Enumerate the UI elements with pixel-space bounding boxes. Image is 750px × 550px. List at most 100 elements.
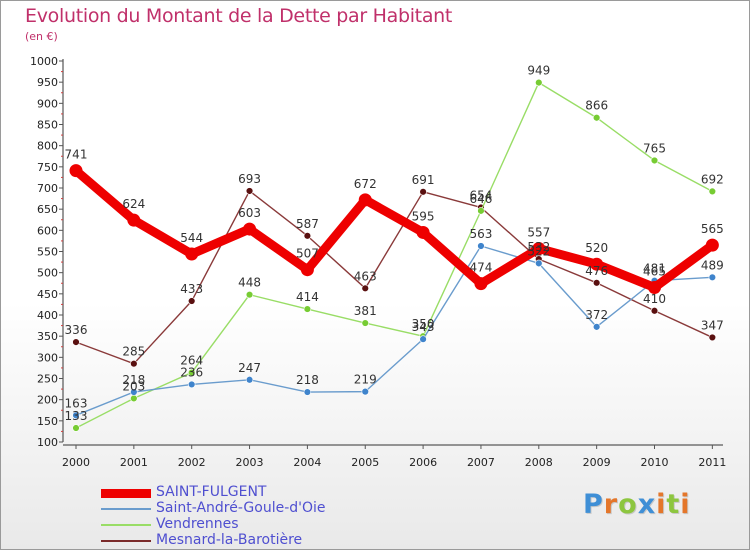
y-tick-label: 350	[37, 330, 58, 343]
y-tick-label: 400	[37, 309, 58, 322]
data-point-mesnard-la-baroti-re	[361, 284, 369, 293]
axes: 100 150 200 250 300 350 400 450 500 550 600 650 700 7…	[30, 55, 726, 469]
data-point-saint-fulgent	[185, 247, 199, 261]
data-point-vendrennes	[477, 207, 485, 215]
data-label-saint-fulgent: 565	[701, 222, 724, 236]
data-label-saint-andr-goule-d-oie: 343	[412, 320, 435, 334]
logo-letter: P	[583, 489, 604, 520]
logo-letter: i	[656, 489, 667, 520]
data-point-saint-andr-goule-d-oie	[535, 259, 543, 268]
data-label-vendrennes: 264	[180, 354, 203, 368]
data-label-mesnard-la-baroti-re: 476	[585, 264, 608, 278]
data-point-saint-fulgent	[648, 280, 661, 294]
logo-letter: x	[637, 489, 657, 520]
data-label-mesnard-la-baroti-re: 285	[122, 345, 145, 359]
x-tick-label: 2006	[409, 456, 437, 469]
data-label-saint-andr-goule-d-oie: 236	[180, 365, 203, 379]
data-label-saint-andr-goule-d-oie: 219	[354, 373, 377, 387]
data-label-vendrennes: 646	[469, 192, 492, 206]
data-label-saint-fulgent: 474	[469, 261, 492, 275]
data-label-mesnard-la-baroti-re: 654	[469, 188, 492, 202]
x-tick-label: 2007	[467, 456, 495, 469]
data-label-saint-andr-goule-d-oie: 489	[701, 258, 724, 272]
data-label-saint-fulgent: 520	[585, 241, 608, 255]
y-tick-label: 1000	[30, 55, 58, 68]
legend-label: SAINT-FULGENT	[156, 484, 267, 500]
data-label-saint-andr-goule-d-oie: 522	[527, 244, 550, 258]
data-point-vendrennes	[245, 290, 254, 299]
y-tick-label: 200	[37, 394, 58, 407]
data-point-mesnard-la-baroti-re	[419, 188, 427, 196]
x-tick-label: 2002	[178, 456, 206, 469]
data-point-saint-andr-goule-d-oie	[72, 411, 80, 420]
legend-item: Vendrennes	[101, 516, 431, 533]
data-point-mesnard-la-baroti-re	[592, 279, 601, 287]
y-tick-label: 650	[37, 203, 58, 216]
data-point-vendrennes	[592, 114, 601, 122]
data-label-mesnard-la-baroti-re: 336	[65, 323, 88, 337]
data-label-vendrennes: 203	[122, 379, 145, 393]
logo-letter: r	[603, 489, 619, 520]
legend-label: Mesnard-la-Barotière	[156, 532, 303, 548]
y-tick-label: 850	[37, 119, 58, 132]
data-label-saint-fulgent: 465	[643, 264, 666, 278]
data-label-vendrennes: 765	[643, 141, 666, 155]
data-label-saint-andr-goule-d-oie: 218	[122, 373, 145, 387]
data-point-saint-andr-goule-d-oie	[477, 242, 485, 250]
data-label-mesnard-la-baroti-re: 587	[296, 217, 319, 231]
data-point-vendrennes	[535, 78, 543, 87]
proxiti-logo: Proxiti	[583, 489, 691, 520]
logo-letter: o	[618, 489, 638, 520]
data-label-mesnard-la-baroti-re: 693	[238, 172, 261, 186]
data-point-mesnard-la-baroti-re	[72, 338, 80, 346]
data-point-mesnard-la-baroti-re	[130, 359, 138, 368]
data-label-saint-fulgent: 507	[296, 247, 319, 261]
data-point-saint-andr-goule-d-oie	[130, 388, 138, 396]
x-tick-label: 2004	[293, 456, 321, 469]
data-point-saint-fulgent	[243, 222, 257, 236]
data-label-saint-fulgent: 603	[238, 206, 261, 220]
data-label-saint-andr-goule-d-oie: 247	[238, 361, 261, 375]
data-label-saint-andr-goule-d-oie: 163	[65, 396, 88, 410]
data-label-mesnard-la-baroti-re: 433	[180, 282, 203, 296]
series-line-saint-andr-goule-d-oie	[75, 245, 714, 417]
data-label-mesnard-la-baroti-re: 691	[412, 173, 435, 187]
data-point-vendrennes	[361, 319, 369, 327]
data-point-saint-fulgent	[127, 213, 141, 227]
data-point-vendrennes	[708, 187, 717, 196]
x-tick-label: 2000	[62, 456, 90, 469]
data-point-saint-fulgent	[474, 277, 488, 291]
x-tick-label: 2005	[351, 456, 379, 469]
data-label-saint-andr-goule-d-oie: 563	[469, 227, 492, 241]
x-tick-label: 2008	[525, 456, 553, 469]
data-labels-group: 741 624 544 603 507 672 595 474 557 520 465 565 163 2…	[65, 64, 724, 423]
data-label-vendrennes: 866	[585, 99, 608, 113]
y-tick-label: 150	[37, 415, 58, 428]
data-point-saint-andr-goule-d-oie	[419, 335, 427, 343]
data-point-saint-andr-goule-d-oie	[188, 380, 196, 389]
data-label-vendrennes: 350	[412, 317, 435, 331]
data-label-mesnard-la-baroti-re: 347	[701, 318, 724, 332]
data-label-saint-fulgent: 672	[354, 177, 377, 191]
series-line-vendrennes	[75, 81, 714, 429]
legend-label: Vendrennes	[156, 516, 239, 532]
chart-subtitle: (en €)	[25, 30, 58, 43]
y-tick-label: 950	[37, 76, 58, 89]
series-line-saint-fulgent	[71, 166, 717, 292]
legend-label: Saint-André-Goule-d'Oie	[156, 500, 326, 516]
data-label-vendrennes: 381	[354, 304, 377, 318]
y-tick-label: 750	[37, 161, 58, 174]
y-tick-label: 500	[37, 267, 58, 280]
thick-series-group	[69, 164, 719, 294]
data-point-saint-fulgent	[69, 164, 83, 178]
legend-swatch	[101, 488, 151, 498]
line-chart: 100 150 200 250 300 350 400 450 500 550 600 650 700 7…	[30, 55, 726, 469]
y-tick-label: 550	[37, 246, 58, 259]
data-label-saint-fulgent: 741	[65, 148, 88, 162]
y-tick-label: 800	[37, 140, 58, 153]
y-tick-label: 900	[37, 97, 58, 110]
data-label-saint-fulgent: 557	[527, 226, 550, 240]
data-point-vendrennes	[188, 368, 196, 377]
data-point-saint-andr-goule-d-oie	[708, 273, 717, 282]
